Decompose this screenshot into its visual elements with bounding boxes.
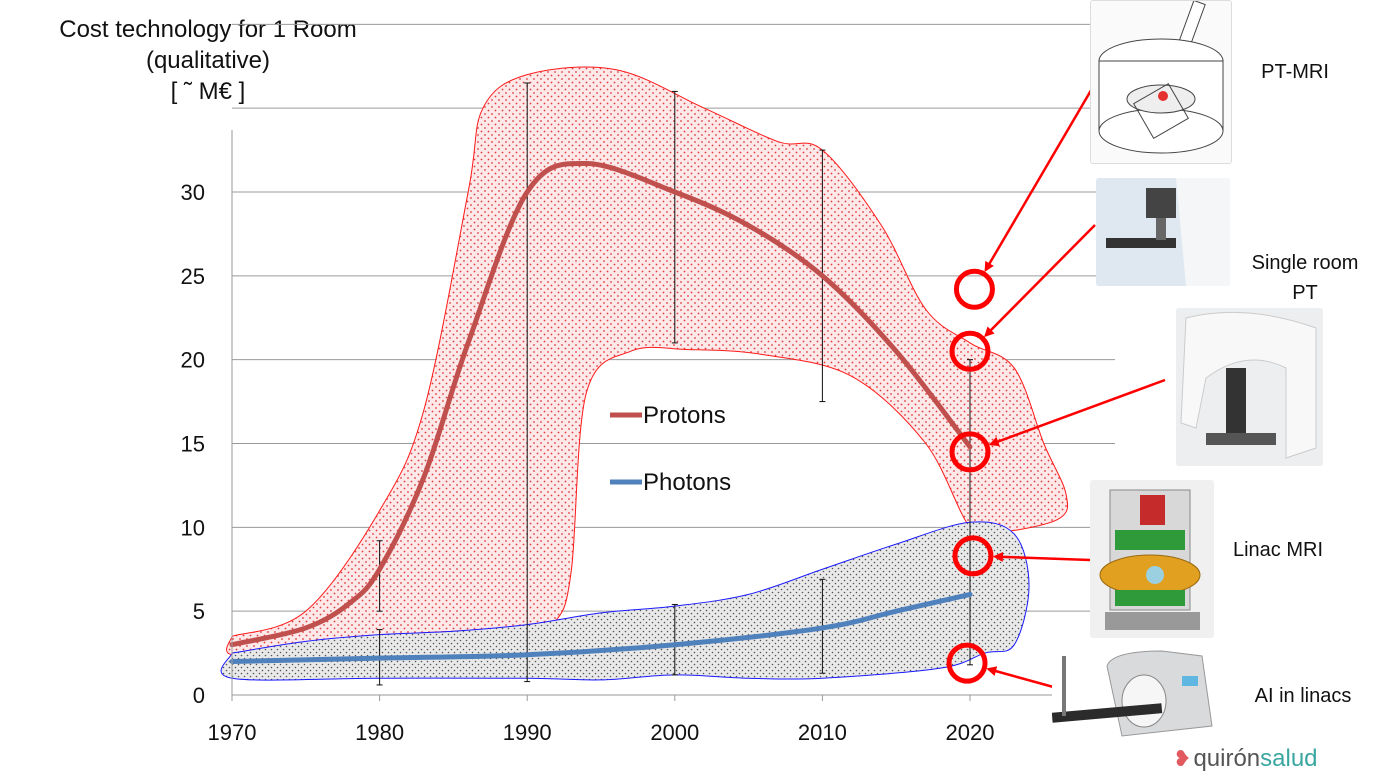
x-tick-label: 1990 — [503, 720, 552, 745]
photon-cost-band — [220, 521, 1030, 681]
x-tick-label: 1970 — [208, 720, 257, 745]
annotation-arrow — [992, 551, 1091, 562]
legend-label-protons: Protons — [643, 402, 726, 429]
logo-text-main: quirón — [1193, 745, 1261, 772]
y-tick-label: 20 — [181, 348, 205, 373]
y-tick-label: 0 — [193, 683, 205, 708]
annotation-single-room-pt: Single room PT — [1240, 218, 1370, 308]
y-tick-label: 30 — [181, 180, 205, 205]
annotation-pt-mri: PT-MRI — [1250, 57, 1340, 87]
highlight-circle — [953, 268, 995, 310]
highlight-circle — [949, 431, 991, 473]
annotation-label: AI in linacs — [1254, 685, 1352, 707]
annotation-linac-mri: Linac MRI — [1228, 535, 1328, 565]
annotation-arrow — [984, 224, 1096, 338]
highlight-circle — [946, 642, 988, 684]
y-tick-label: 10 — [181, 515, 205, 540]
annotation-arrow — [988, 378, 1166, 447]
annotation-arrow — [984, 74, 1102, 272]
axes — [231, 130, 1115, 701]
y-tick-label: 15 — [181, 432, 205, 457]
y-tick-label: 5 — [193, 599, 205, 624]
linac-mri-cutaway-icon — [1090, 480, 1214, 638]
tick-labels: 1970 1980 1990 2000 2010 2020 0 5 10 15 20 25 30 — [181, 180, 995, 745]
x-tick-label: 2000 — [650, 720, 699, 745]
annotation-label: PT-MRI — [1261, 61, 1329, 83]
logo-text-accent: salud — [1260, 745, 1318, 772]
series-line-protons — [229, 160, 973, 648]
series-lines — [229, 160, 973, 664]
series-line-photons — [229, 591, 973, 664]
y-tick-label: 25 — [181, 264, 205, 289]
annotation-arrow — [986, 666, 1058, 690]
pt-mri-drawing-icon — [1090, 0, 1232, 164]
gantry-photo-icon — [1176, 308, 1323, 466]
x-tick-label: 1980 — [355, 720, 404, 745]
linac-machine-photo-icon — [1052, 646, 1220, 750]
annotation-label: Single room PT — [1251, 252, 1359, 304]
quironsalud-logo: ❥quirónsalud — [1173, 745, 1318, 773]
highlight-circle — [952, 535, 994, 577]
annotation-ai-in-linacs: AI in linacs — [1238, 681, 1368, 711]
x-tick-label: 2010 — [798, 720, 847, 745]
legend: Protons Photons — [610, 402, 731, 496]
bands — [220, 66, 1069, 681]
highlight-circle — [949, 330, 991, 372]
single-room-pt-photo-icon — [1096, 178, 1230, 286]
highlight-markers — [946, 268, 995, 684]
annotation-label: Linac MRI — [1232, 539, 1324, 561]
x-tick-label: 2020 — [946, 720, 995, 745]
legend-label-photons: Photons — [643, 469, 731, 496]
logo-mark-icon: ❥ — [1173, 746, 1192, 771]
y-axis-title-line-3: [ ˜ M€ ] — [170, 78, 246, 105]
y-axis-title-line-1: Cost technology for 1 Room — [59, 16, 357, 43]
y-axis-title-line-2: (qualitative) — [145, 47, 271, 74]
y-axis-title: Cost technology for 1 Room (qualitative)… — [18, 14, 398, 107]
annotation-arrows — [984, 74, 1166, 690]
